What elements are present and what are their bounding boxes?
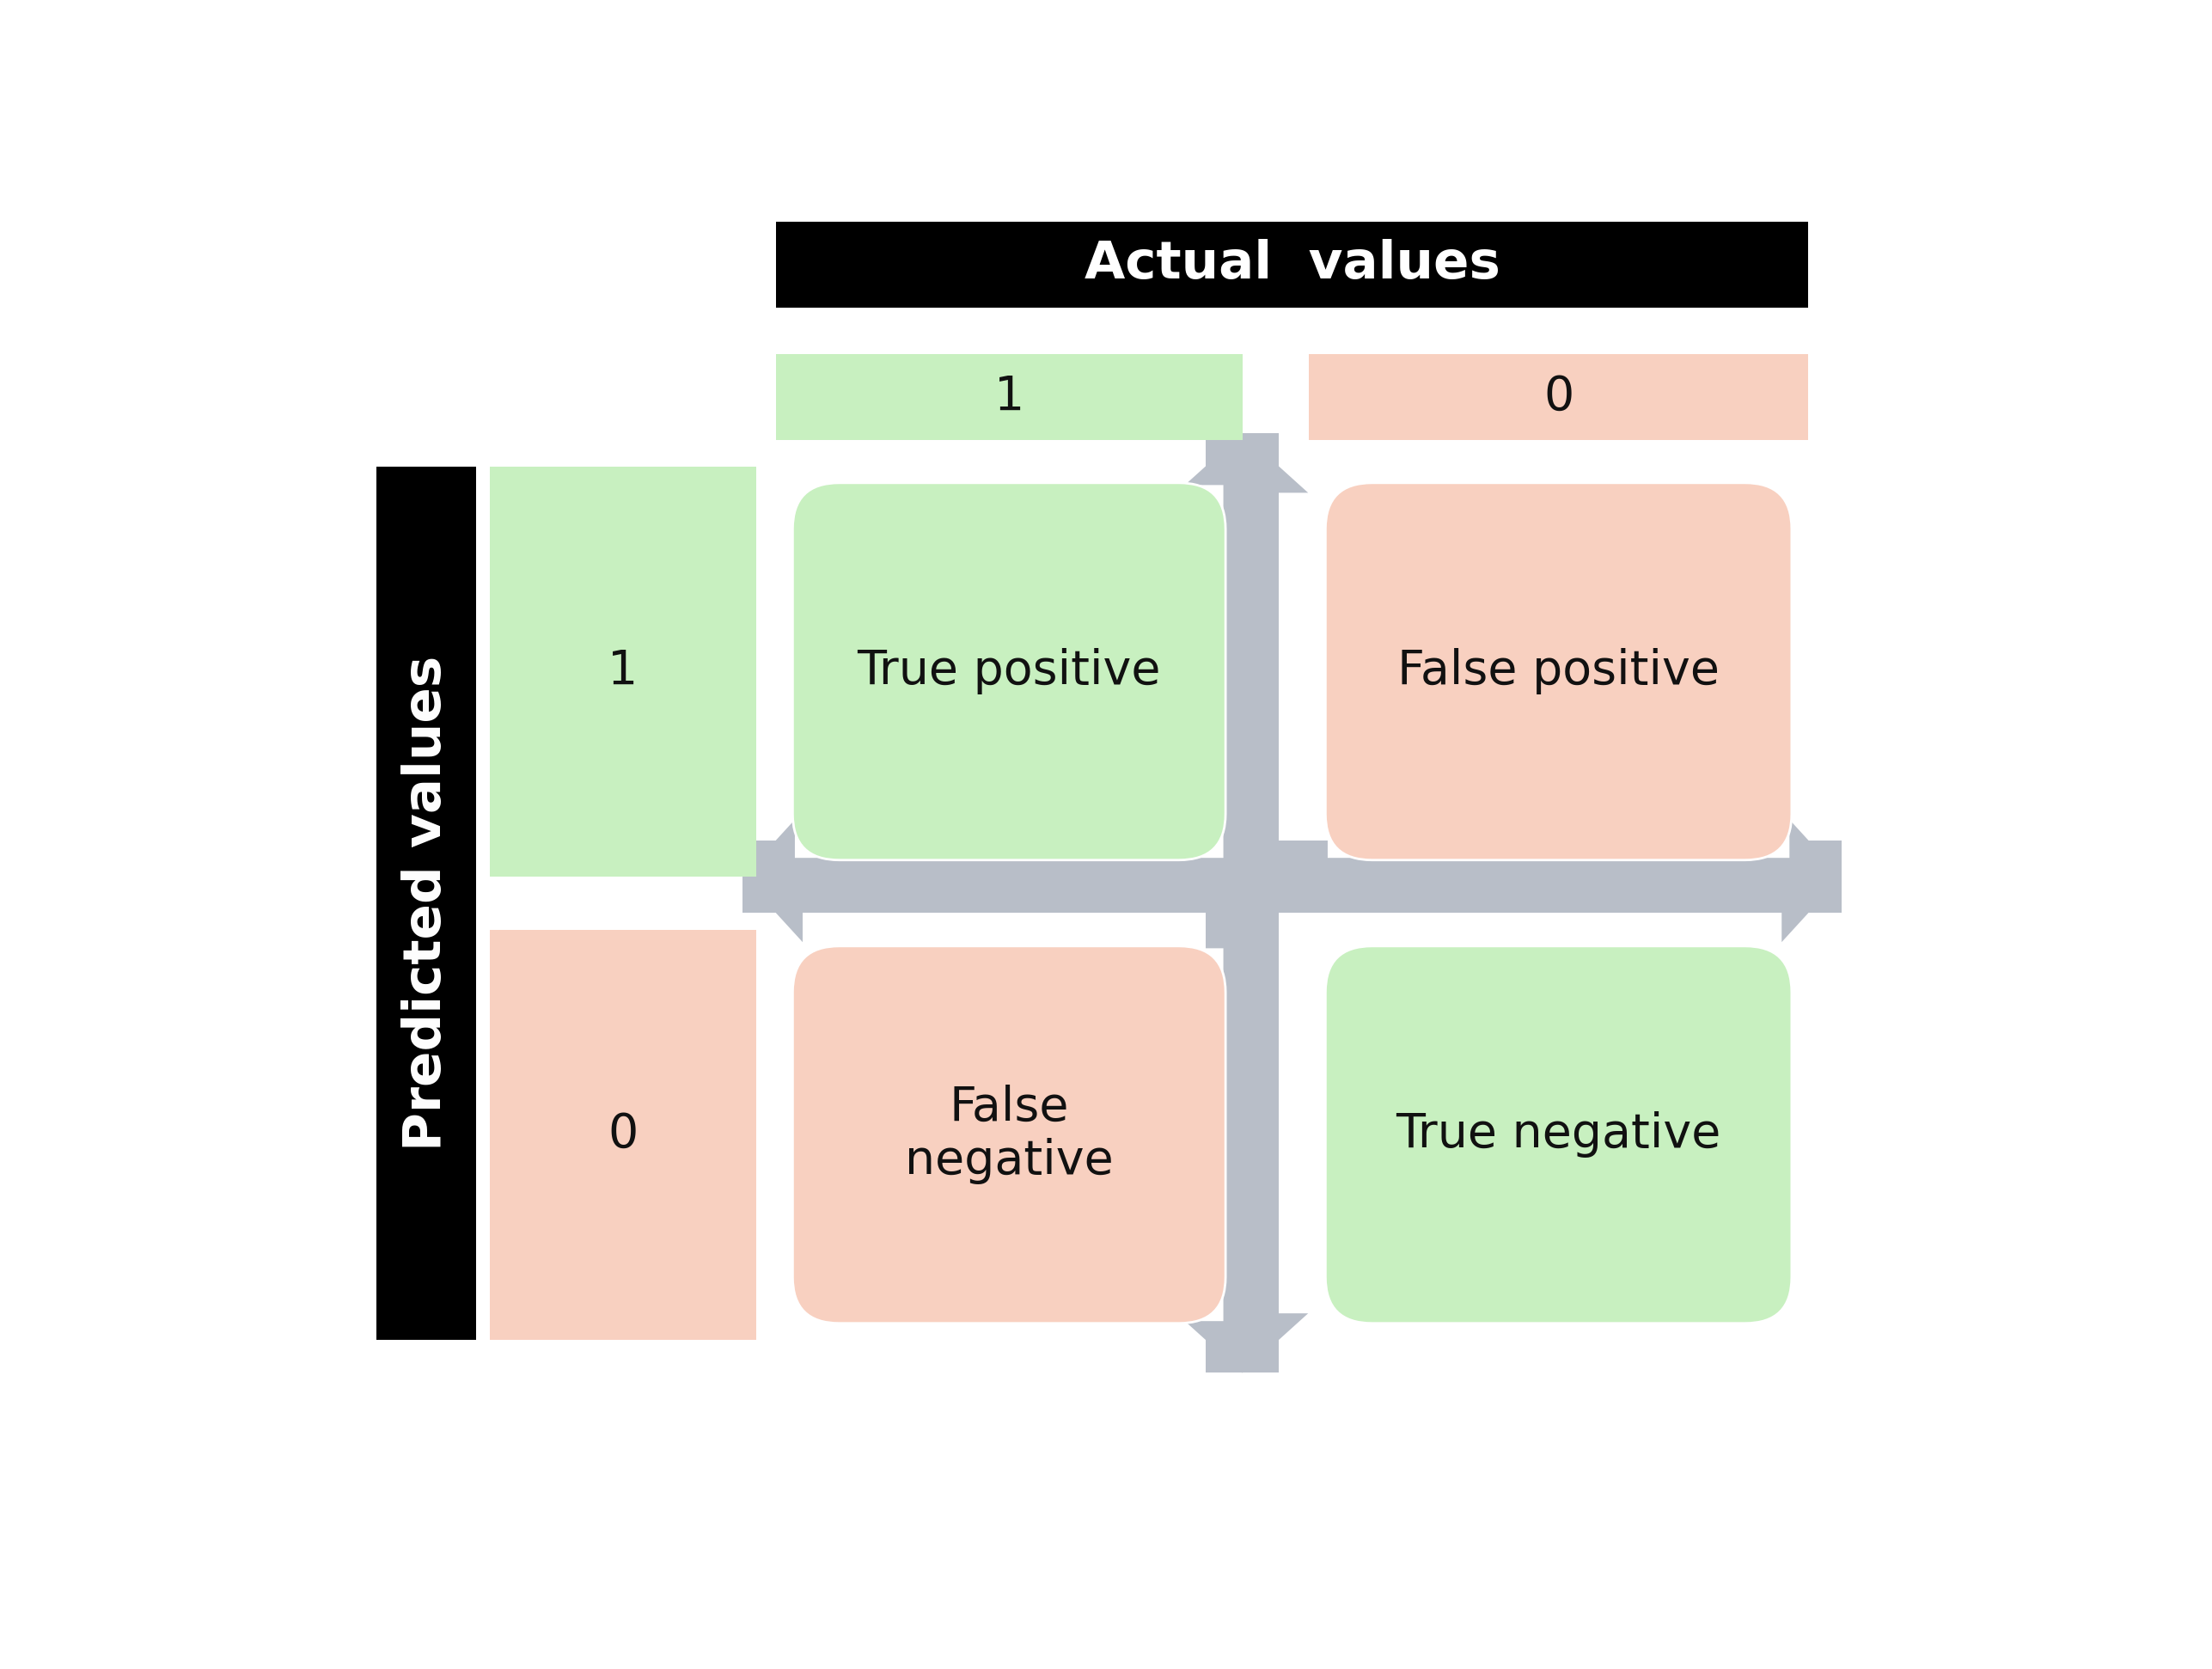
Bar: [489, 930, 757, 1340]
Text: True negative: True negative: [1396, 1112, 1721, 1158]
Text: 1: 1: [993, 374, 1024, 421]
Text: True positive: True positive: [858, 648, 1161, 694]
FancyBboxPatch shape: [1325, 946, 1792, 1324]
FancyBboxPatch shape: [792, 946, 1225, 1324]
Bar: [1310, 354, 1809, 441]
Polygon shape: [1177, 434, 1307, 492]
Polygon shape: [1781, 811, 1843, 941]
Polygon shape: [1177, 1314, 1307, 1374]
Text: False positive: False positive: [1398, 648, 1719, 694]
Bar: [1206, 434, 1279, 1374]
Bar: [743, 840, 1843, 913]
FancyBboxPatch shape: [792, 482, 1225, 860]
FancyBboxPatch shape: [1325, 482, 1792, 860]
Text: Predicted values: Predicted values: [400, 656, 451, 1150]
Text: Actual  values: Actual values: [1084, 239, 1500, 290]
Bar: [489, 466, 757, 876]
Text: 1: 1: [608, 648, 637, 694]
Polygon shape: [743, 811, 803, 941]
Text: 0: 0: [608, 1112, 637, 1158]
Bar: [776, 354, 1243, 441]
Text: False
negative: False negative: [905, 1085, 1113, 1185]
Bar: [776, 222, 1809, 307]
Bar: [376, 466, 476, 1340]
Text: 0: 0: [1544, 374, 1573, 421]
